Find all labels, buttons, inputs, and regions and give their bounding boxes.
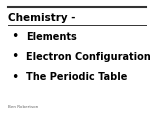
- Text: Electron Configurations: Electron Configurations: [26, 52, 150, 61]
- Text: •: •: [11, 50, 19, 63]
- Text: Ben Robertson: Ben Robertson: [8, 104, 38, 108]
- Text: Elements: Elements: [26, 32, 77, 41]
- Text: •: •: [11, 30, 19, 43]
- Text: Chemistry -: Chemistry -: [8, 13, 75, 23]
- Text: •: •: [11, 70, 19, 83]
- Text: The Periodic Table: The Periodic Table: [26, 71, 128, 81]
